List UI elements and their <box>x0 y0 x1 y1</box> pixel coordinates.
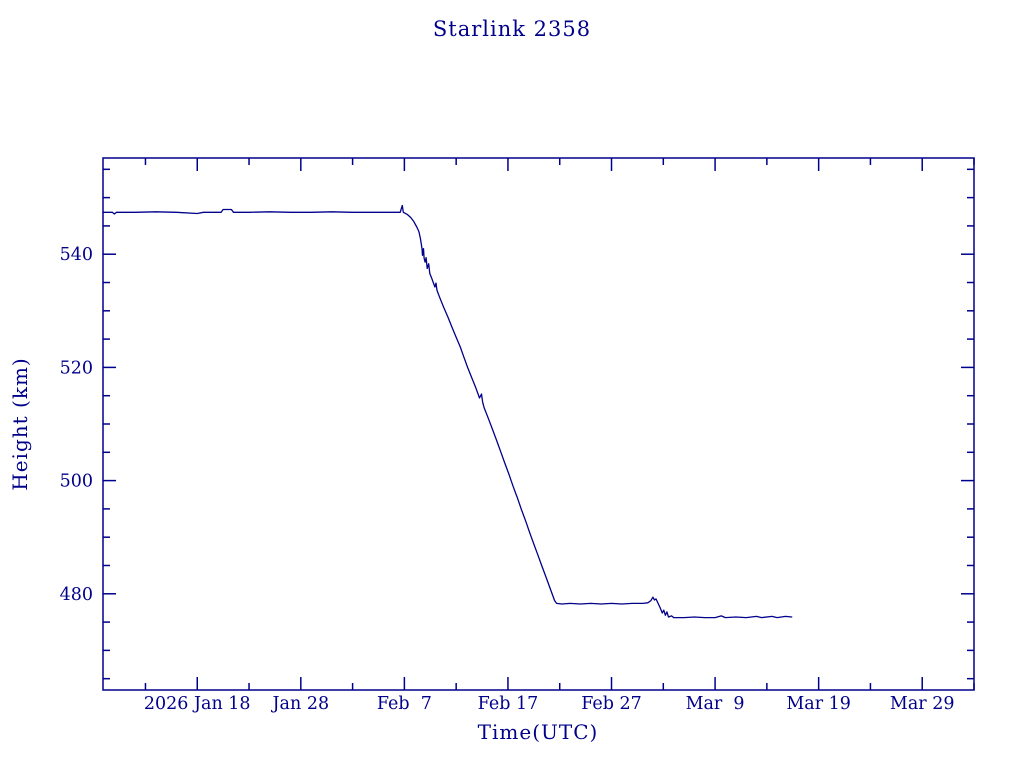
y-axis-title: Height (km) <box>8 357 32 491</box>
y-tick-label: 540 <box>60 245 93 265</box>
y-tick-label: 520 <box>60 358 93 378</box>
x-tick-label: Jan 28 <box>271 694 330 714</box>
x-tick-label: Feb 17 <box>478 694 539 714</box>
x-tick-label: 2026 Jan 18 <box>144 694 251 714</box>
x-tick-label: Mar 29 <box>890 694 955 714</box>
data-line <box>102 204 793 619</box>
chart-title: Starlink 2358 <box>432 17 592 41</box>
y-tick-label: 500 <box>60 472 93 492</box>
x-tick-label: Feb 27 <box>581 694 642 714</box>
plot-border <box>102 157 975 691</box>
y-tick-label: 480 <box>60 585 93 605</box>
x-tick-label: Mar 9 <box>686 694 745 714</box>
x-axis-title: Time(UTC) <box>477 720 599 744</box>
x-tick-label: Mar 19 <box>786 694 851 714</box>
x-tick-label: Feb 7 <box>377 694 432 714</box>
